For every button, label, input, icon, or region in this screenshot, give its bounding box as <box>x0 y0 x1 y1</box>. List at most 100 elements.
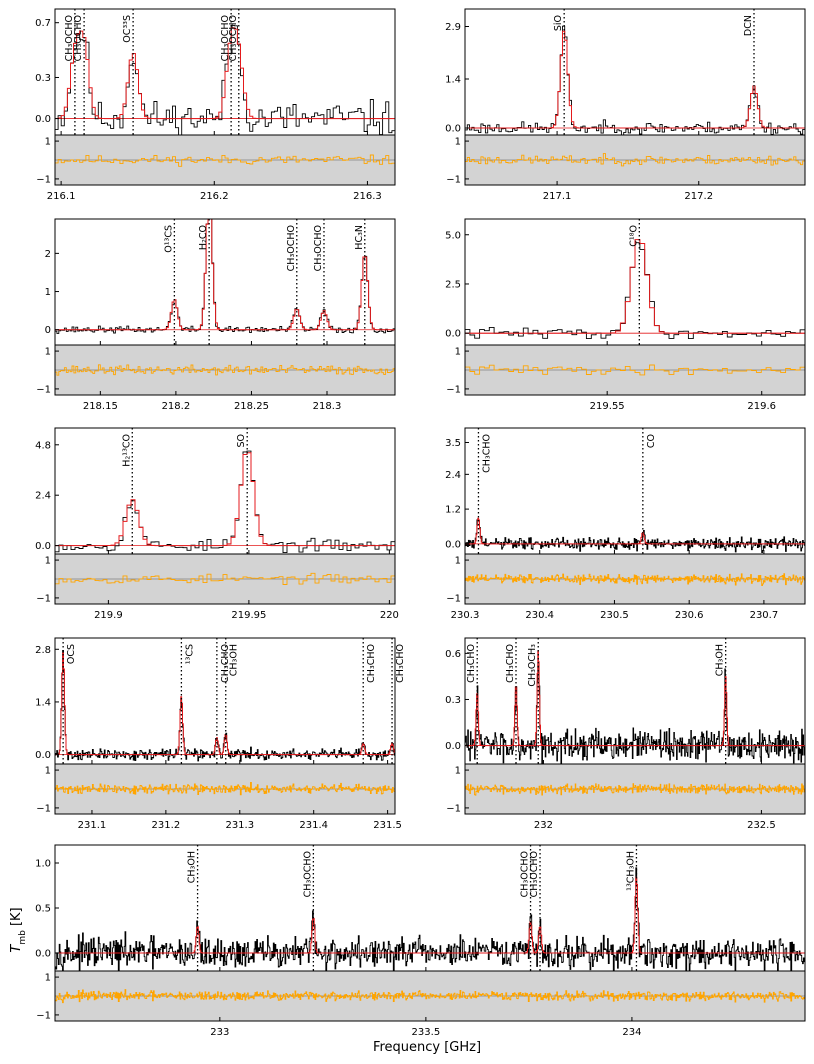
y-tick-label: 0.3 <box>35 73 51 84</box>
x-tick-label: 230.3 <box>451 610 480 621</box>
x-tick-label: 220 <box>380 610 399 621</box>
y-tick-label: 0.6 <box>445 649 461 660</box>
y-tick-label: 1.2 <box>445 505 461 516</box>
residual-y-tick-label: 1 <box>455 766 461 777</box>
x-tick-label: 230.4 <box>525 610 554 621</box>
line-label: SO <box>236 434 247 448</box>
x-tick-label: 233 <box>210 1027 229 1038</box>
y-tick-label: 0.0 <box>35 541 51 552</box>
residual-spectrum <box>465 573 805 586</box>
x-tick-label: 216.2 <box>200 191 229 202</box>
line-label: CH₃CHO <box>505 644 516 683</box>
line-label: HC₃N <box>354 225 365 250</box>
line-label: CH₃CHO <box>481 434 492 473</box>
y-tick-label: 0.0 <box>35 949 51 960</box>
y-tick-label: 0.0 <box>35 114 51 125</box>
data-spectrum <box>465 25 805 135</box>
panel-p7: OCS¹³CSCH₃CHOCH₃OHCH₃CHOCH₃CHO0.01.42.81… <box>35 637 406 831</box>
residual-spectrum <box>55 572 395 585</box>
main-frame <box>54 427 396 555</box>
y-tick-label: 2.4 <box>445 470 461 481</box>
x-tick-label: 232.5 <box>747 820 776 831</box>
y-tick-label: 2.4 <box>35 491 51 502</box>
y-tick-label: 0.0 <box>35 750 51 761</box>
panel-p8: CH₃CHO CH₃CHO CH₃OCH₃ CH₃OH 0.0 0.3 0.6 1 −1 232 2… <box>445 637 806 831</box>
residual-frame <box>464 553 806 605</box>
panel-p4: C¹⁸O 0.0 2.5 5.0 1 −1 219.55 219.6 <box>445 218 806 412</box>
line-label: CH₃OH <box>187 851 198 883</box>
y-tick-label: 0.5 <box>35 904 51 915</box>
model-spectrum <box>55 652 395 756</box>
line-label: CH₃OCHO <box>64 15 75 61</box>
y-tick-label: 1.4 <box>445 75 461 86</box>
x-tick-label: 217.1 <box>543 191 572 202</box>
residual-y-tick-label: −1 <box>36 803 51 814</box>
line-label: CH₃OH <box>715 644 726 676</box>
main-frame <box>54 218 396 346</box>
residual-y-tick-label: −1 <box>446 803 461 814</box>
model-spectrum <box>465 30 805 129</box>
x-tick-label: 232 <box>534 820 553 831</box>
x-tick-label: 231.4 <box>299 820 328 831</box>
model-spectrum <box>465 650 805 747</box>
residual-frame <box>54 763 396 815</box>
line-label: SiO <box>553 15 564 31</box>
residual-frame <box>54 134 396 186</box>
residual-y-tick-label: −1 <box>36 384 51 395</box>
line-label: CH₃OCHO <box>302 851 313 897</box>
y-tick-label: 2.9 <box>445 22 461 33</box>
residual-y-tick-label: 1 <box>455 347 461 358</box>
x-tick-label: 231.5 <box>373 820 402 831</box>
line-label: CO <box>646 434 657 448</box>
y-axis-label: Tmb [K] <box>9 907 28 952</box>
x-tick-label: 230.7 <box>750 610 779 621</box>
model-spectrum <box>465 517 805 545</box>
data-spectrum <box>55 219 395 334</box>
x-axis-label: Frequency [GHz] <box>373 1040 481 1055</box>
y-tick-label: 4.8 <box>35 440 51 451</box>
x-tick-label: 219.55 <box>590 401 625 412</box>
line-label: ¹³CS <box>184 644 195 664</box>
x-tick-label: 219.9 <box>94 610 123 621</box>
line-label: H₂¹³CO <box>121 434 132 467</box>
y-tick-label: 1.4 <box>35 697 51 708</box>
line-label: CH₃OCHO <box>529 851 540 897</box>
panel-p3: O¹³CS H₂CO CH₃OCHO CH₃OCHO HC₃N 0 1 2 1 −1 218.15 2… <box>36 218 396 412</box>
residual-y-tick-label: 1 <box>45 556 51 567</box>
residual-y-tick-label: 1 <box>455 556 461 567</box>
x-tick-label: 217.2 <box>684 191 713 202</box>
y-tick-label: 0.0 <box>445 124 461 135</box>
y-tick-label: 0.3 <box>445 695 461 706</box>
residual-spectrum <box>465 153 805 167</box>
residual-spectrum <box>465 783 805 796</box>
residual-y-tick-label: 1 <box>45 137 51 148</box>
residual-frame <box>464 134 806 186</box>
residual-frame <box>464 344 806 396</box>
residual-y-tick-label: −1 <box>36 1010 51 1021</box>
x-tick-label: 219.95 <box>231 610 266 621</box>
residual-frame <box>464 763 806 815</box>
x-tick-label: 216.3 <box>353 191 382 202</box>
x-tick-label: 230.5 <box>600 610 629 621</box>
model-spectrum <box>55 876 805 954</box>
residual-spectrum <box>55 154 395 167</box>
line-label: CH₃CHO <box>466 644 477 683</box>
y-tick-label: 0 <box>45 325 51 336</box>
residual-frame <box>54 344 396 396</box>
y-tick-label: 0.0 <box>445 741 461 752</box>
x-tick-label: 218.3 <box>313 401 342 412</box>
y-tick-label: 0.0 <box>445 329 461 340</box>
residual-spectrum <box>55 989 805 1004</box>
line-label: OCS <box>66 644 77 664</box>
residual-spectrum <box>55 364 395 376</box>
line-label: CH₃OCHO <box>313 225 324 271</box>
y-tick-label: 0.0 <box>445 539 461 550</box>
y-tick-label: 3.5 <box>445 438 461 449</box>
x-tick-label: 219.6 <box>747 401 776 412</box>
residual-spectrum <box>55 782 395 796</box>
line-label: OC³³S <box>122 15 133 43</box>
x-tick-label: 231.1 <box>78 820 107 831</box>
residual-y-tick-label: −1 <box>446 384 461 395</box>
